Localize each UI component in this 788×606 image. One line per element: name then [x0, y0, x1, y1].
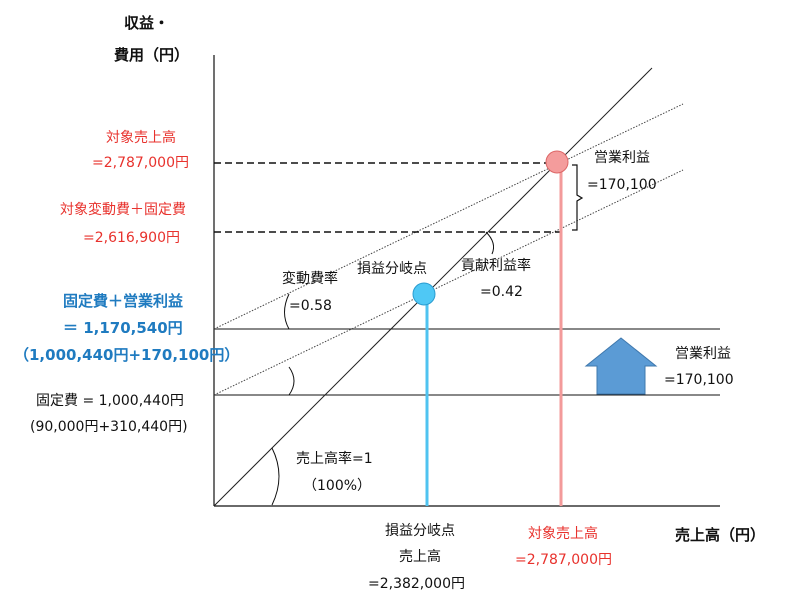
- fixed-plus-profit-title: 固定費＋営業利益: [63, 292, 183, 310]
- breakeven-sales-value: =2,382,000円: [368, 576, 465, 592]
- breakeven-sales-line1: 損益分岐点: [385, 523, 455, 539]
- breakeven-point-label: 損益分岐点: [357, 261, 427, 277]
- sales-ratio-value: （100%）: [303, 478, 371, 494]
- target-sales-value: =2,787,000円: [92, 155, 189, 171]
- x-axis-title: 売上高（円）: [675, 526, 765, 544]
- var-fixed-value: =2,616,900円: [83, 230, 180, 246]
- contribution-ratio-title: 貢献利益率: [461, 257, 531, 274]
- y-axis-title-line1: 収益・: [124, 14, 169, 32]
- operating-profit-title: 営業利益: [594, 150, 650, 166]
- sales-ratio-title: 売上高率=1: [296, 450, 373, 467]
- fixed-plus-profit-breakdown: （1,000,440円+170,100円）: [14, 346, 239, 364]
- variable-cost-ratio-value: =0.58: [289, 298, 332, 314]
- target-sales-title: 対象売上高: [106, 129, 176, 146]
- fixed-line-arc: [288, 366, 295, 396]
- operating-profit-value: =170,100: [587, 177, 657, 193]
- breakeven-sales-line2: 売上高: [399, 548, 441, 565]
- right-profit-title: 営業利益: [675, 346, 731, 362]
- bottom-target-sales-title: 対象売上高: [528, 525, 598, 542]
- total-cost-line: [213, 169, 684, 396]
- target-sales-point: [545, 150, 569, 174]
- operating-profit-brace: [572, 164, 584, 231]
- variable-ratio-arc: [284, 293, 290, 330]
- right-profit-value: =170,100: [664, 372, 734, 388]
- contribution-ratio-arc: [485, 231, 494, 255]
- variable-cost-ratio-title: 変動費率: [282, 270, 338, 287]
- fixed-cost-label: 固定費 = 1,000,440円: [36, 393, 184, 409]
- contribution-ratio-value: =0.42: [480, 284, 523, 300]
- y-axis-title-line2: 費用（円）: [114, 46, 189, 64]
- var-fixed-title: 対象変動費＋固定費: [60, 201, 186, 218]
- sales-ratio-arc: [271, 447, 280, 506]
- up-arrow-icon: [584, 337, 658, 395]
- fixed-plus-profit-cost-line: [213, 103, 684, 330]
- fixed-plus-profit-value: ＝ 1,170,540円: [63, 319, 183, 337]
- fixed-cost-breakdown: (90,000円+310,440円): [30, 419, 188, 435]
- breakeven-point-marker: [412, 282, 436, 306]
- bottom-target-sales-value: =2,787,000円: [515, 552, 612, 568]
